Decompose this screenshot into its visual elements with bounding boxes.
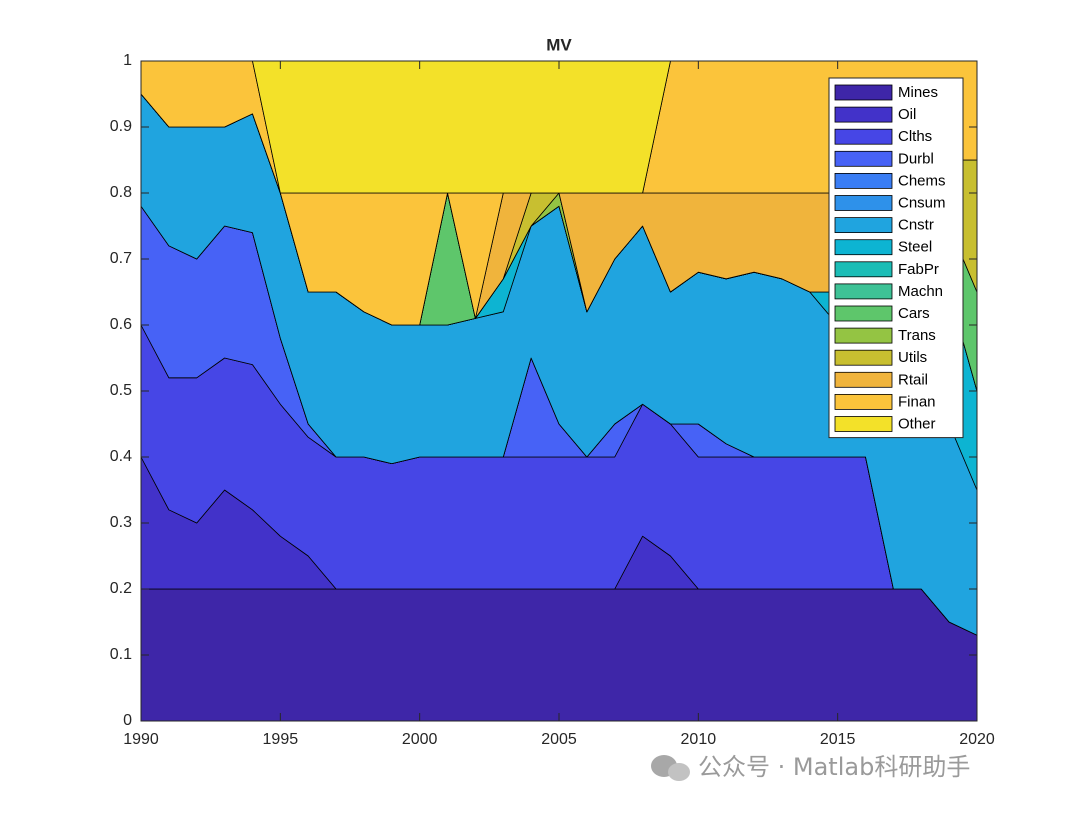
y-tick-label: 0.9 <box>110 118 132 135</box>
legend-label: Mines <box>898 84 938 101</box>
x-tick-label: 2015 <box>820 731 856 748</box>
y-tick-label: 0.4 <box>110 448 132 465</box>
y-tick-label: 0.6 <box>110 316 132 333</box>
x-tick-label: 2005 <box>541 731 577 748</box>
legend-swatch <box>834 217 893 234</box>
legend-label: Finan <box>898 393 936 410</box>
legend-label: Steel <box>898 239 932 256</box>
legend-label: Machn <box>898 283 943 300</box>
legend-swatch <box>834 128 893 145</box>
legend-swatch <box>834 371 893 388</box>
chart-title: MV <box>546 35 572 54</box>
legend-label: Clths <box>898 128 932 145</box>
legend-swatch <box>834 393 893 410</box>
legend: Mines Oil Clths Durbl Chems Cnsum Cnstr Steel Fa… <box>828 77 964 439</box>
watermark-icon <box>651 755 690 781</box>
legend-swatch <box>834 195 893 211</box>
y-tick-label: 0.7 <box>110 250 132 267</box>
legend-label: Utils <box>898 349 927 366</box>
legend-label: Cnsum <box>898 194 946 211</box>
x-tick-label: 2010 <box>681 731 717 748</box>
legend-label: Cnstr <box>898 217 934 234</box>
y-tick-label: 0 <box>123 712 132 729</box>
legend-swatch <box>834 416 893 432</box>
plot-area: 0 0.1 0.2 0.3 0.4 0.5 0.6 0.7 0.8 0.9 1 1990 1995 200… <box>110 52 995 748</box>
area <box>140 588 978 722</box>
legend-label: Rtail <box>898 371 928 388</box>
legend-swatch <box>834 150 893 167</box>
legend-label: Cars <box>898 305 930 322</box>
legend-swatch <box>834 172 893 189</box>
y-tick-label: 0.3 <box>110 514 132 531</box>
x-tick-label: 2020 <box>959 731 995 748</box>
legend-swatch <box>834 261 893 278</box>
legend-swatch <box>834 106 893 123</box>
legend-swatch <box>834 84 893 101</box>
watermark: 公众号 · Matlab科研助手 <box>698 753 970 781</box>
y-tick-label: 0.8 <box>110 184 132 201</box>
legend-swatch <box>834 327 893 344</box>
x-tick-label: 1990 <box>123 731 159 748</box>
y-tick-label: 0.2 <box>110 580 132 597</box>
legend-label: FabPr <box>898 261 939 278</box>
y-tick-label: 0.5 <box>110 382 132 399</box>
legend-swatch <box>834 283 893 300</box>
y-tick-label: 1 <box>123 52 132 69</box>
legend-label: Other <box>898 415 936 432</box>
legend-swatch <box>834 305 893 322</box>
x-tick-label: 2000 <box>402 731 438 748</box>
x-tick-label: 1995 <box>263 731 299 748</box>
legend-label: Trans <box>898 327 936 344</box>
legend-swatch <box>834 349 893 366</box>
legend-label: Oil <box>898 106 916 123</box>
legend-swatch <box>834 239 893 256</box>
legend-label: Chems <box>898 172 946 189</box>
y-tick-label: 0.1 <box>110 646 132 663</box>
legend-label: Durbl <box>898 150 934 167</box>
